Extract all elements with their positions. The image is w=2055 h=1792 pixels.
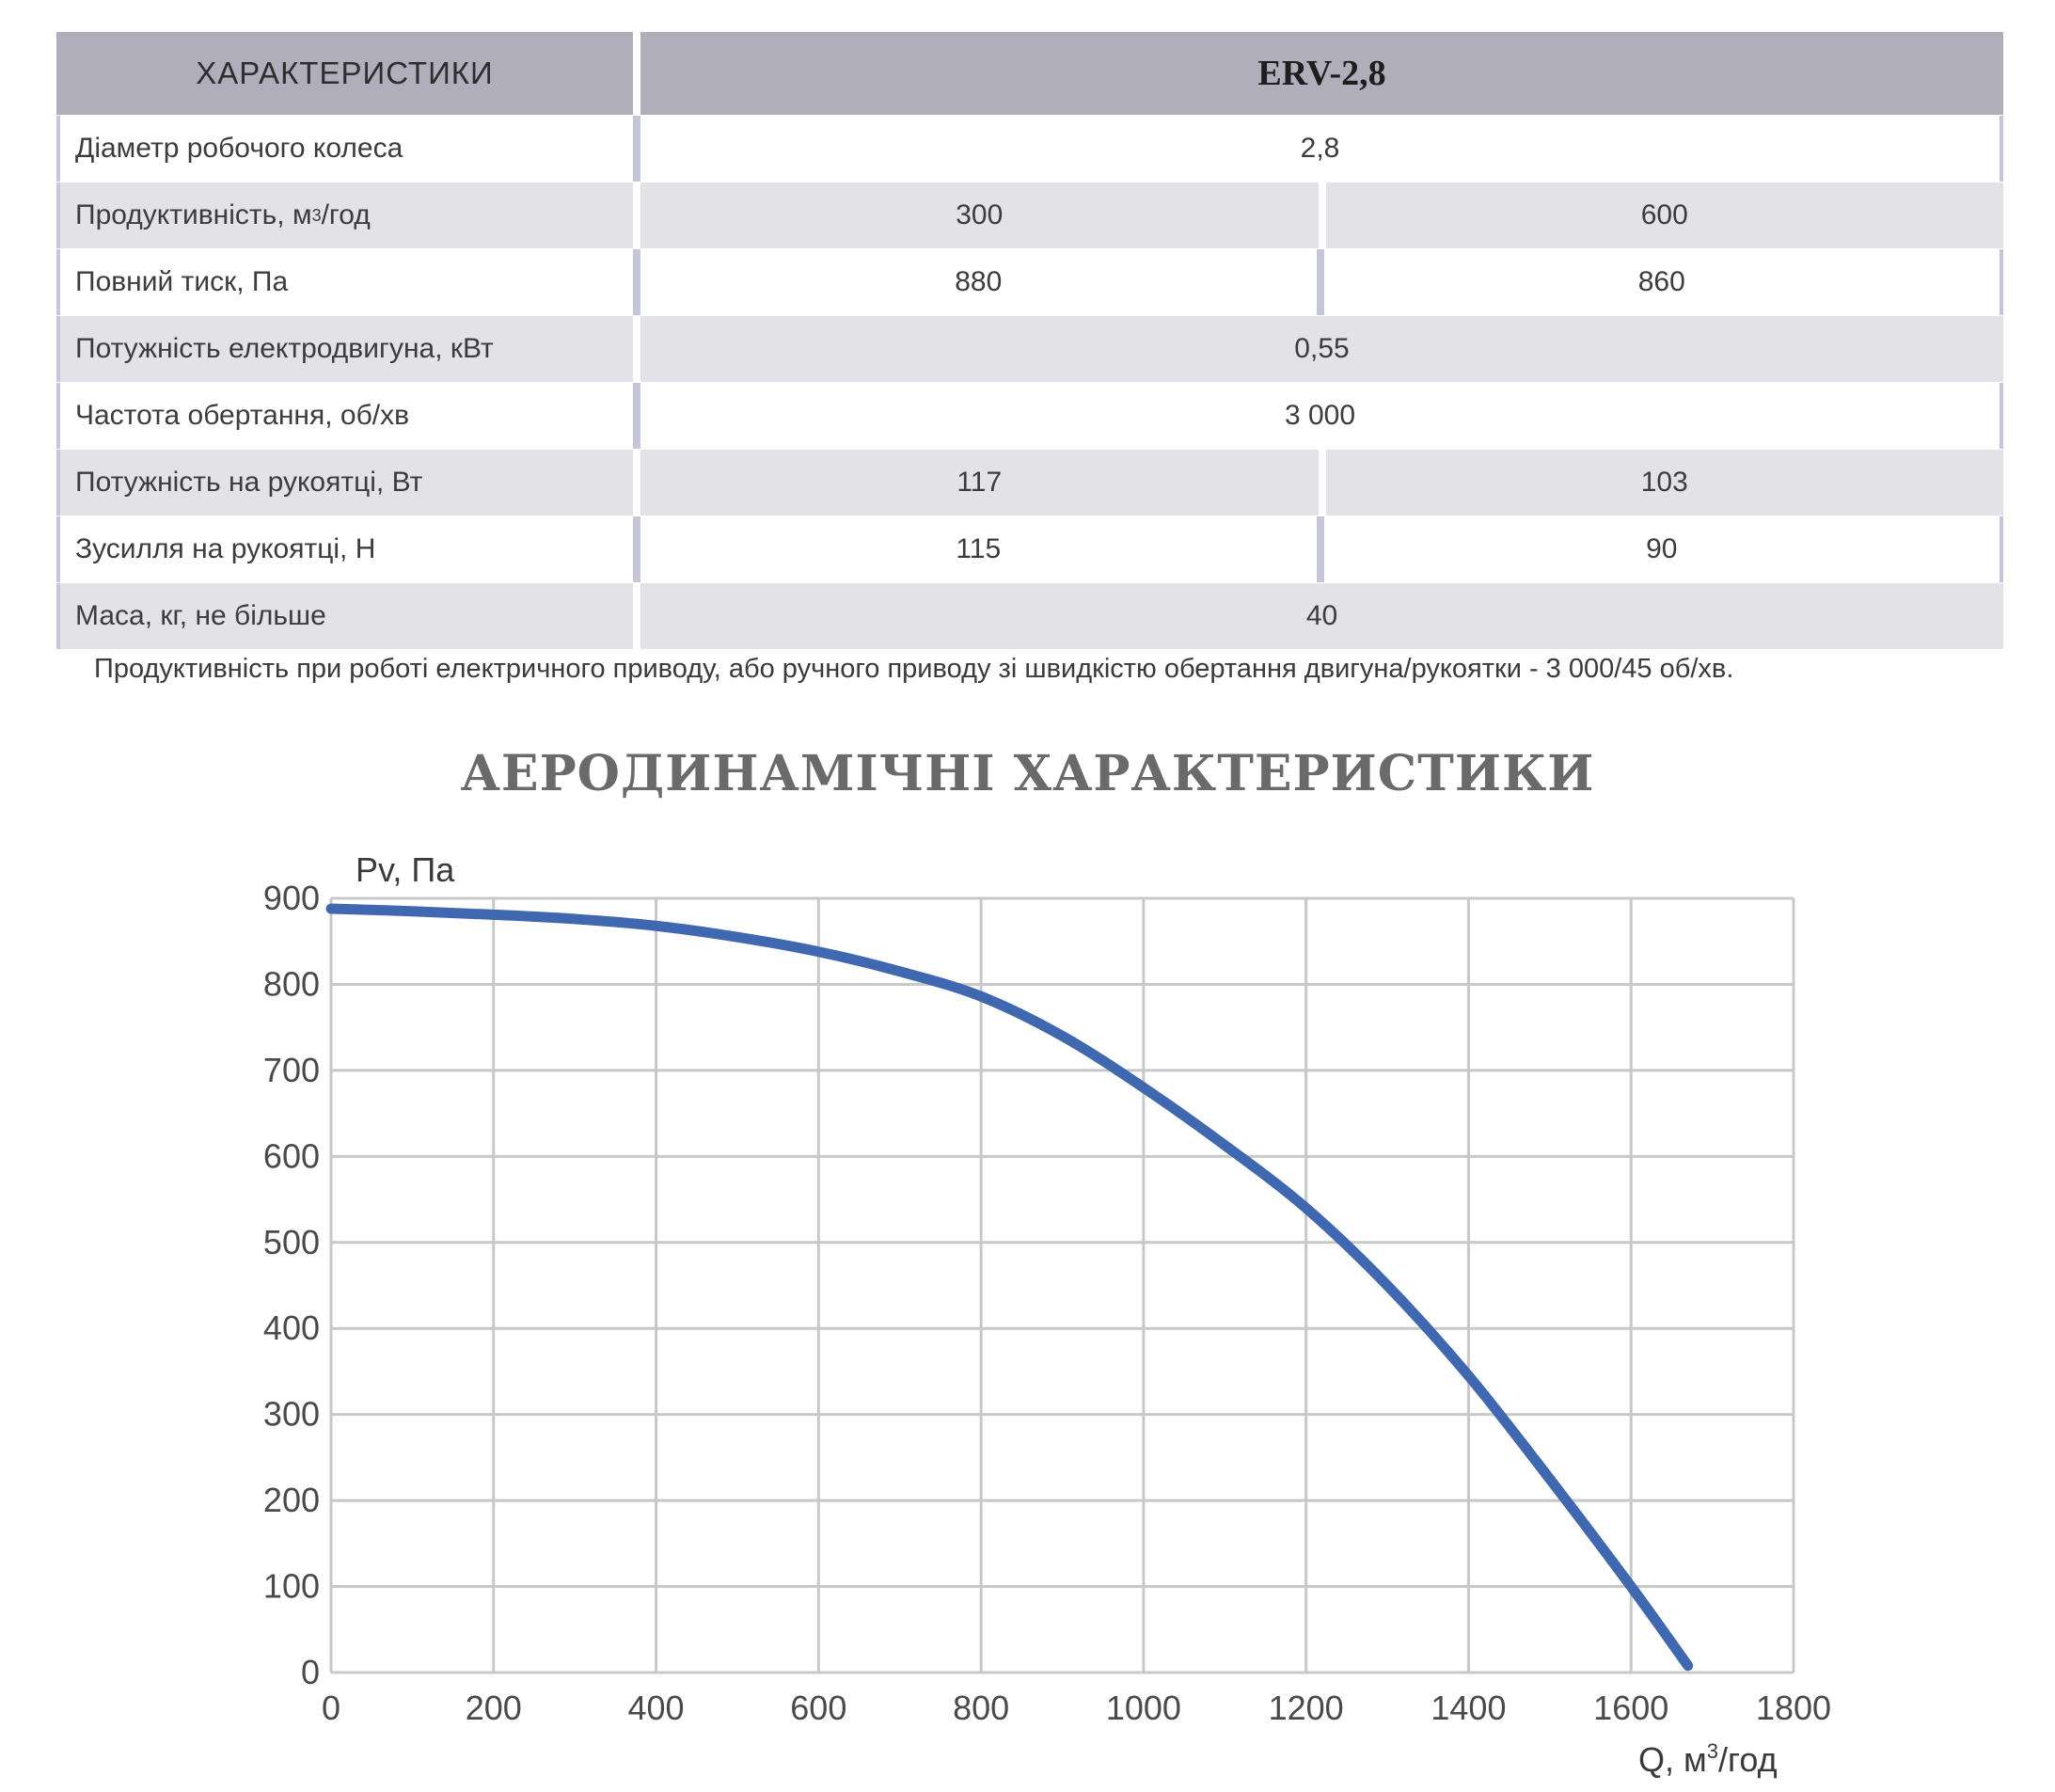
x-tick-label: 400 [628, 1689, 685, 1727]
table-header-row: ХАРАКТЕРИСТИКИ ERV-2,8 [56, 32, 2003, 115]
value-divider [1318, 182, 1326, 248]
row-value-1: 117 [640, 450, 1319, 515]
row-value: 40 [640, 583, 2003, 649]
table-row: Повний тиск, Па 880 860 [56, 249, 2003, 315]
row-value-1: 115 [640, 516, 1317, 582]
row-value: 2,8 [640, 116, 2003, 182]
y-tick-label: 0 [301, 1653, 320, 1691]
row-value-2: 90 [1323, 516, 2003, 582]
y-tick-label: 500 [263, 1223, 320, 1261]
row-value-2: 860 [1323, 249, 2003, 315]
x-tick-label: 200 [466, 1689, 522, 1727]
column-divider [633, 249, 640, 315]
row-value-2: 600 [1325, 182, 2003, 248]
x-axis-title: Q, м3/год [1638, 1739, 1778, 1779]
row-label: Діаметр робочого колеса [56, 116, 633, 182]
y-tick-label: 900 [263, 879, 320, 917]
column-divider [633, 450, 640, 515]
table-row: Потужність електродвигуна, кВт 0,55 [56, 316, 2003, 382]
row-value: 0,55 [640, 316, 2003, 382]
column-divider [633, 116, 640, 182]
row-label-text: Продуктивність, м [75, 199, 312, 230]
x-tick-label: 800 [953, 1689, 1009, 1727]
chart-ticks: 0 200 400 600 800 1000 1200 1400 1600 1800 0 100 200… [263, 879, 1831, 1727]
y-tick-label: 200 [263, 1481, 320, 1519]
table-row: Продуктивність, м 3/год 300 600 [56, 182, 2003, 248]
y-tick-label: 100 [263, 1567, 320, 1606]
row-value-1: 880 [640, 249, 1317, 315]
x-axis-title-sup: 3 [1707, 1739, 1718, 1763]
spec-table: ХАРАКТЕРИСТИКИ ERV-2,8 Діаметр робочого … [56, 32, 2003, 649]
column-divider [633, 182, 640, 248]
row-value-2: 103 [1325, 450, 2003, 515]
row-value: 3 000 [640, 383, 2003, 449]
y-axis-title: Pv, Па [356, 850, 455, 889]
column-divider [633, 383, 640, 449]
x-tick-label: 1600 [1593, 1689, 1668, 1727]
table-row: Діаметр робочого колеса 2,8 [56, 116, 2003, 182]
column-divider [633, 316, 640, 382]
value-divider [1316, 516, 1324, 582]
header-model: ERV-2,8 [640, 32, 2003, 115]
row-label: Маса, кг, не більше [56, 583, 633, 649]
value-divider [1316, 249, 1324, 315]
row-value-1: 300 [640, 182, 1319, 248]
x-axis-title-suffix: /год [1718, 1740, 1778, 1779]
row-label: Повний тиск, Па [56, 249, 633, 315]
row-label-suffix: /год [321, 199, 371, 230]
x-tick-label: 1000 [1106, 1689, 1181, 1727]
value-divider [1318, 450, 1326, 515]
pressure-flow-curve [325, 903, 1694, 1672]
x-tick-label: 1400 [1431, 1689, 1506, 1727]
table-row: Частота обертання, об/хв 3 000 [56, 383, 2003, 449]
y-tick-label: 700 [263, 1051, 320, 1089]
y-tick-label: 800 [263, 964, 320, 1003]
x-tick-label: 600 [790, 1689, 846, 1727]
table-row: Потужність на рукоятці, Вт 117 103 [56, 450, 2003, 515]
column-divider [633, 516, 640, 582]
row-label: Потужність на рукоятці, Вт [56, 450, 633, 515]
y-tick-label: 300 [263, 1395, 320, 1434]
row-label: Зусилля на рукоятці, Н [56, 516, 633, 582]
row-label: Продуктивність, м 3/год [56, 182, 633, 248]
column-divider [633, 583, 640, 649]
x-axis-title-main: Q, м [1638, 1740, 1707, 1779]
row-label: Потужність електродвигуна, кВт [56, 316, 633, 382]
table-row: Маса, кг, не більше 40 [56, 583, 2003, 649]
table-footnote: Продуктивність при роботі електричного п… [94, 654, 1734, 684]
x-tick-label: 0 [322, 1689, 340, 1727]
y-tick-label: 600 [263, 1136, 320, 1175]
section-title: АЕРОДИНАМІЧНІ ХАРАКТЕРИСТИКИ [460, 745, 1595, 802]
row-label: Частота обертання, об/хв [56, 383, 633, 449]
x-tick-label: 1800 [1756, 1689, 1831, 1727]
column-divider [633, 32, 640, 115]
y-tick-label: 400 [263, 1308, 320, 1347]
header-characteristics: ХАРАКТЕРИСТИКИ [56, 32, 633, 115]
chart-grid [329, 896, 1795, 1674]
table-row: Зусилля на рукоятці, Н 115 90 [56, 516, 2003, 582]
x-tick-label: 1200 [1269, 1689, 1344, 1727]
